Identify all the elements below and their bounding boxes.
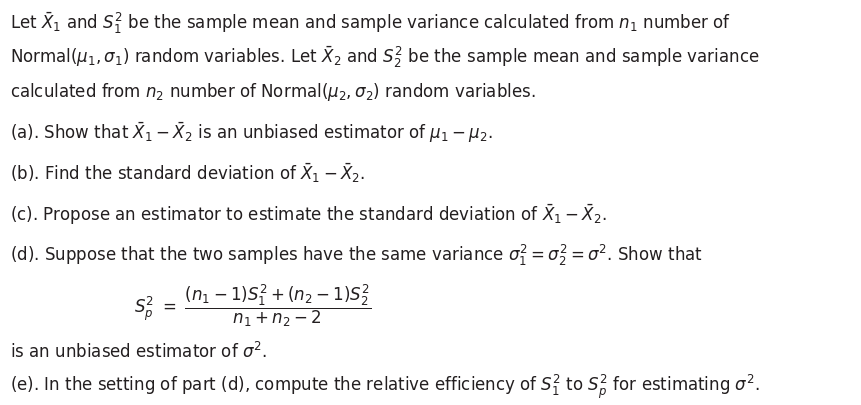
Text: Let $\bar{X}_1$ and $S_1^2$ be the sample mean and sample variance calculated fr: Let $\bar{X}_1$ and $S_1^2$ be the sampl… (10, 11, 731, 36)
Text: (b). Find the standard deviation of $\bar{X}_1 - \bar{X}_2$.: (b). Find the standard deviation of $\ba… (10, 162, 365, 185)
Text: (c). Propose an estimator to estimate the standard deviation of $\bar{X}_1 - \ba: (c). Propose an estimator to estimate th… (10, 202, 606, 226)
Text: (a). Show that $\bar{X}_1 - \bar{X}_2$ is an unbiased estimator of $\mu_1 - \mu_: (a). Show that $\bar{X}_1 - \bar{X}_2$ i… (10, 121, 492, 145)
Text: is an unbiased estimator of $\sigma^2$.: is an unbiased estimator of $\sigma^2$. (10, 341, 267, 362)
Text: (d). Suppose that the two samples have the same variance $\sigma_1^2 = \sigma_2^: (d). Suppose that the two samples have t… (10, 242, 703, 267)
Text: $S_p^2 \ = \ \dfrac{(n_1-1)S_1^2+(n_2-1)S_2^2}{n_1+n_2-2}$: $S_p^2 \ = \ \dfrac{(n_1-1)S_1^2+(n_2-1)… (133, 282, 371, 328)
Text: calculated from $n_2$ number of Normal$(\mu_2,\sigma_2)$ random variables.: calculated from $n_2$ number of Normal$(… (10, 81, 536, 102)
Text: (e). In the setting of part (d), compute the relative efficiency of $S_1^2$ to $: (e). In the setting of part (d), compute… (10, 371, 759, 400)
Text: Normal$(\mu_1,\sigma_1)$ random variables. Let $\bar{X}_2$ and $S_2^2$ be the sa: Normal$(\mu_1,\sigma_1)$ random variable… (10, 45, 759, 70)
